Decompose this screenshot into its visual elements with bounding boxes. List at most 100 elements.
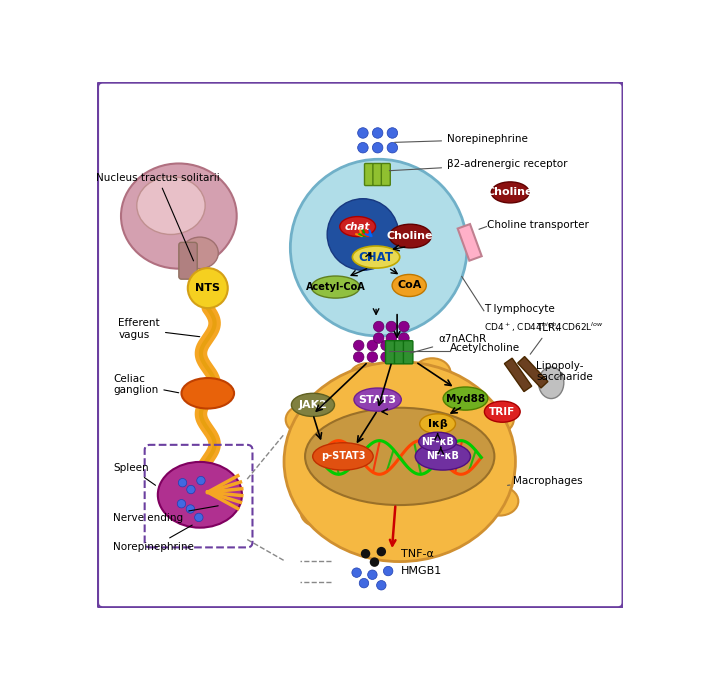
Text: Lipopoly-
saccharide: Lipopoly- saccharide <box>536 361 593 382</box>
Text: Choline: Choline <box>487 187 534 197</box>
Text: NTS: NTS <box>195 283 220 293</box>
Text: HMGB1: HMGB1 <box>401 566 442 576</box>
FancyBboxPatch shape <box>385 341 395 364</box>
Circle shape <box>361 549 370 559</box>
Circle shape <box>383 566 393 576</box>
Ellipse shape <box>482 487 518 516</box>
FancyBboxPatch shape <box>97 82 624 608</box>
Text: Celiac
ganglion: Celiac ganglion <box>113 374 179 395</box>
Circle shape <box>370 557 379 567</box>
FancyBboxPatch shape <box>373 163 382 186</box>
Text: Acetylcholine: Acetylcholine <box>450 343 520 352</box>
Polygon shape <box>517 357 548 388</box>
Text: Spleen: Spleen <box>113 463 155 486</box>
Circle shape <box>386 321 396 332</box>
FancyBboxPatch shape <box>394 341 404 364</box>
Text: Macrophages: Macrophages <box>508 476 582 486</box>
Text: Efferent
vagus: Efferent vagus <box>118 318 200 340</box>
Circle shape <box>359 579 368 588</box>
Text: Acetyl-CoA: Acetyl-CoA <box>306 282 366 292</box>
Ellipse shape <box>311 276 360 298</box>
Text: α7nAChR: α7nAChR <box>411 334 486 353</box>
Circle shape <box>197 477 205 485</box>
Text: CHAT: CHAT <box>359 251 394 264</box>
Circle shape <box>381 352 392 362</box>
Circle shape <box>386 333 396 344</box>
Text: β2-adrenergic receptor: β2-adrenergic receptor <box>389 159 567 171</box>
FancyBboxPatch shape <box>404 341 413 364</box>
Circle shape <box>352 568 361 577</box>
Circle shape <box>354 340 364 350</box>
Circle shape <box>373 128 383 138</box>
Text: T lymphocyte: T lymphocyte <box>484 304 555 313</box>
Text: TNF-α: TNF-α <box>401 549 434 559</box>
Ellipse shape <box>419 432 456 451</box>
Ellipse shape <box>181 237 219 268</box>
Circle shape <box>186 505 195 513</box>
Ellipse shape <box>352 246 400 268</box>
Ellipse shape <box>484 401 520 422</box>
Circle shape <box>373 321 384 332</box>
Polygon shape <box>504 358 531 391</box>
Ellipse shape <box>413 359 451 387</box>
Ellipse shape <box>389 224 431 248</box>
Ellipse shape <box>340 217 375 236</box>
Circle shape <box>367 352 378 362</box>
Ellipse shape <box>121 163 237 268</box>
Circle shape <box>381 340 392 350</box>
Ellipse shape <box>491 182 529 203</box>
Ellipse shape <box>313 443 373 470</box>
Text: JAK2: JAK2 <box>299 400 328 410</box>
Ellipse shape <box>349 363 386 392</box>
Text: Nucleus tractus solitarii: Nucleus tractus solitarii <box>96 173 219 261</box>
Text: Iκβ: Iκβ <box>427 419 448 429</box>
Circle shape <box>387 143 398 153</box>
Circle shape <box>387 128 398 138</box>
Circle shape <box>368 570 377 579</box>
Ellipse shape <box>477 405 514 434</box>
Circle shape <box>290 159 467 336</box>
Circle shape <box>179 479 187 487</box>
Text: Myd88: Myd88 <box>446 393 485 404</box>
Ellipse shape <box>305 408 494 505</box>
Ellipse shape <box>392 275 426 296</box>
Circle shape <box>177 499 186 508</box>
Text: Norepinephrine: Norepinephrine <box>394 135 528 144</box>
Ellipse shape <box>415 443 470 470</box>
Ellipse shape <box>418 527 454 555</box>
Ellipse shape <box>538 367 564 399</box>
Ellipse shape <box>443 387 488 410</box>
Text: TRIF: TRIF <box>489 406 515 417</box>
Ellipse shape <box>137 177 205 234</box>
Text: p-STAT3: p-STAT3 <box>321 451 365 462</box>
Circle shape <box>358 128 368 138</box>
Circle shape <box>377 581 386 590</box>
Ellipse shape <box>157 462 242 528</box>
Circle shape <box>377 547 386 557</box>
Circle shape <box>187 486 195 494</box>
Text: CoA: CoA <box>397 281 421 290</box>
Text: Nerve ending: Nerve ending <box>113 506 218 523</box>
Polygon shape <box>458 224 482 261</box>
Circle shape <box>399 333 409 344</box>
Circle shape <box>373 333 384 344</box>
Circle shape <box>188 268 228 308</box>
Circle shape <box>354 352 364 362</box>
Ellipse shape <box>420 414 456 434</box>
FancyBboxPatch shape <box>381 163 390 186</box>
Ellipse shape <box>354 388 401 411</box>
Text: Choline: Choline <box>387 231 434 241</box>
Ellipse shape <box>291 393 335 417</box>
Text: NF-κB: NF-κB <box>427 451 459 462</box>
Text: Norepinephrine: Norepinephrine <box>113 525 194 552</box>
FancyBboxPatch shape <box>179 242 198 279</box>
Text: NF-κB: NF-κB <box>421 436 454 447</box>
Circle shape <box>399 321 409 332</box>
Text: STAT3: STAT3 <box>359 395 396 404</box>
Ellipse shape <box>301 498 337 527</box>
Circle shape <box>358 143 368 153</box>
Text: TLR4: TLR4 <box>530 323 562 354</box>
Ellipse shape <box>181 378 234 408</box>
Circle shape <box>327 199 399 270</box>
Circle shape <box>373 143 383 153</box>
